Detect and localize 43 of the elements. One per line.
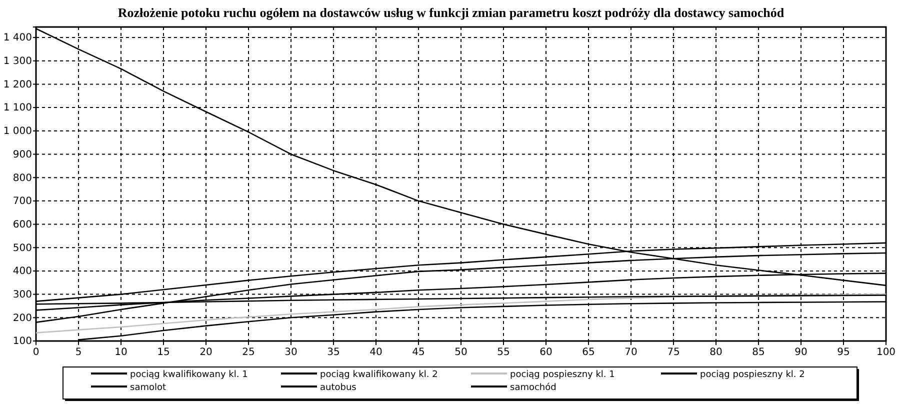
x-tick-label: 15 (157, 347, 170, 358)
x-tick-label: 75 (667, 347, 680, 358)
x-tick-label: 80 (710, 347, 722, 358)
y-tick-label: 1 400 (3, 32, 32, 44)
x-tick-label: 50 (454, 347, 468, 358)
x-tick-label: 85 (752, 347, 765, 358)
x-tick-label: 5 (75, 347, 82, 358)
y-tick-label: 1 200 (3, 79, 32, 90)
x-tick-label: 100 (876, 347, 896, 358)
y-tick-label: 1 000 (3, 126, 32, 138)
x-tick-label: 40 (370, 347, 382, 358)
x-tick-label: 70 (624, 347, 638, 358)
y-tick-label: 600 (12, 219, 32, 230)
x-tick-label: 65 (582, 347, 595, 358)
y-tick-label: 500 (12, 242, 32, 254)
x-tick-label: 95 (837, 347, 850, 358)
legend-label: pociąg pospieszny kl. 2 (700, 370, 805, 380)
y-tick-label: 100 (12, 336, 32, 348)
y-tick-label: 800 (12, 172, 32, 184)
y-tick-label: 200 (12, 312, 32, 324)
legend-label: pociąg kwalifikowany kl. 2 (320, 370, 438, 380)
y-tick-label: 300 (12, 290, 32, 301)
legend-label: pociąg kwalifikowany kl. 1 (130, 370, 248, 380)
legend-label: autobus (320, 383, 357, 393)
x-tick-label: 30 (284, 347, 298, 358)
x-tick-label: 90 (794, 347, 808, 358)
legend-label: samolot (130, 383, 166, 393)
x-tick-label: 20 (200, 347, 212, 358)
x-tick-label: 25 (242, 347, 255, 358)
x-tick-label: 45 (412, 347, 425, 358)
y-tick-label: 1 300 (3, 56, 32, 68)
y-tick-label: 900 (12, 149, 32, 160)
chart-title: Rozłożenie potoku ruchu ogółem na dostawców usług w funkcji zmian parametru koszt podróży dla dostawcy samochód (118, 5, 785, 20)
x-tick-label: 10 (114, 347, 128, 358)
legend-label: pociąg pospieszny kl. 1 (510, 370, 615, 380)
y-tick-label: 700 (12, 196, 32, 208)
y-tick-label: 400 (12, 266, 32, 278)
x-tick-label: 35 (327, 347, 340, 358)
x-tick-label: 55 (497, 347, 510, 358)
legend-label: samochód (510, 382, 556, 393)
y-tick-label: 1 100 (3, 102, 32, 114)
x-tick-label: 60 (540, 347, 552, 358)
x-tick-label: 0 (32, 347, 40, 358)
